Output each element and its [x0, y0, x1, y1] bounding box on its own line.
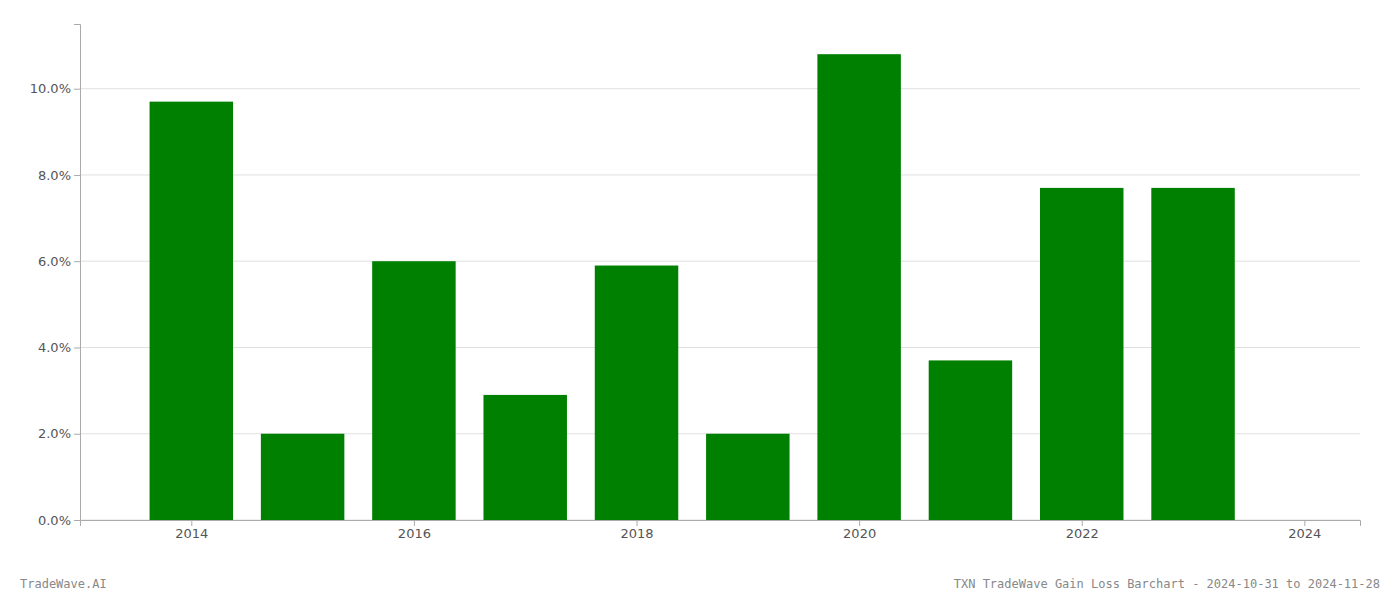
y-tick-label: 0.0%	[38, 513, 71, 528]
x-tick-mark	[859, 520, 860, 526]
plot-area: 2014 2016 2018 2020 2022 2024 0.0% 2.0% 4.0% 6.0%…	[30, 25, 1361, 542]
y-tick: 0.0%	[38, 513, 80, 528]
y-tick: 10.0%	[30, 81, 80, 96]
bar	[929, 360, 1012, 520]
x-tick-label: 2018	[620, 526, 653, 541]
y-tick-label: 2.0%	[38, 426, 71, 441]
y-tick-mark	[74, 89, 80, 90]
bar	[261, 434, 344, 520]
y-tick-label: 10.0%	[30, 81, 71, 96]
watermark: TradeWave.AI	[20, 577, 107, 591]
title: TXN TradeWave Gain Loss Barchart - 2024-…	[954, 577, 1380, 591]
x-tick: 2016	[398, 520, 431, 541]
x-tick: 2022	[1066, 520, 1099, 541]
bar	[1151, 188, 1234, 520]
x-tick: 2018	[620, 520, 653, 541]
x-tick-mark	[414, 520, 415, 526]
y-axis: 0.0% 2.0% 4.0% 6.0% 8.0% 10.0%	[30, 25, 81, 528]
bar	[706, 434, 789, 520]
y-tick-mark	[74, 261, 80, 262]
bar	[595, 266, 678, 520]
y-tick-mark	[74, 347, 80, 348]
y-tick: 8.0%	[38, 168, 80, 183]
chart-container: 2014 2016 2018 2020 2022 2024 0.0% 2.0% 4.0% 6.0%…	[0, 0, 1400, 600]
y-tick-label: 4.0%	[38, 340, 71, 355]
x-tick-label: 2016	[398, 526, 431, 541]
x-tick-label: 2020	[843, 526, 876, 541]
x-tick: 2020	[843, 520, 876, 541]
x-tick: 2014	[175, 520, 208, 541]
bar	[150, 102, 233, 520]
bar	[483, 395, 566, 520]
x-tick-label: 2024	[1288, 526, 1321, 541]
x-tick-mark	[1082, 520, 1083, 526]
x-tick: 2024	[1288, 520, 1321, 541]
y-tick: 2.0%	[38, 426, 80, 441]
grid-line	[80, 88, 1360, 89]
chart-svg: 2014 2016 2018 2020 2022 2024 0.0% 2.0% 4.0% 6.0%…	[0, 0, 1400, 600]
y-tick-mark	[74, 434, 80, 435]
y-axis-line	[74, 25, 81, 521]
y-tick-label: 6.0%	[38, 254, 71, 269]
bar	[1040, 188, 1123, 520]
x-tick-mark	[1304, 520, 1305, 526]
x-tick-mark	[637, 520, 638, 526]
x-axis-line	[81, 521, 1361, 527]
y-tick-mark	[74, 175, 80, 176]
bar	[817, 54, 900, 520]
x-tick-mark	[191, 520, 192, 526]
y-tick: 4.0%	[38, 340, 80, 355]
x-tick-label: 2022	[1066, 526, 1099, 541]
y-tick-mark	[74, 520, 80, 521]
y-tick: 6.0%	[38, 254, 80, 269]
bar	[372, 261, 455, 520]
bars	[150, 54, 1235, 520]
grid-line	[80, 174, 1360, 175]
grid	[80, 89, 1360, 520]
x-tick-label: 2014	[175, 526, 208, 541]
y-tick-label: 8.0%	[38, 168, 71, 183]
x-axis: 2014 2016 2018 2020 2022 2024	[81, 520, 1361, 541]
